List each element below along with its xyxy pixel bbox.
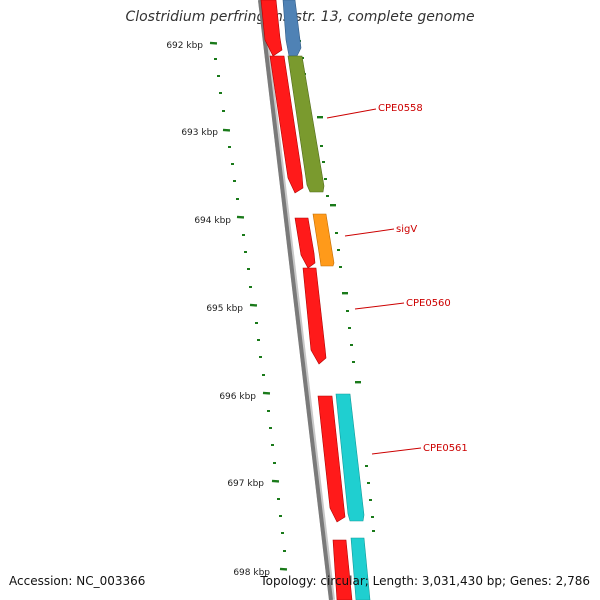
- ruler-label: 697 kbp: [227, 479, 264, 489]
- ruler-labels: 692 kbp 693 kbp 694 kbp 695 kbp 696 kbp …: [166, 41, 270, 578]
- ruler-major-tick: [262, 391, 271, 395]
- gene-track: [282, 0, 371, 600]
- ruler-label: 695 kbp: [206, 304, 243, 314]
- ruler-major-tick: [209, 41, 218, 45]
- cds-feature[interactable]: [332, 539, 353, 600]
- gene-label-leaders: [326, 108, 422, 455]
- map-title: Clostridium perfringens str. 13, complet…: [125, 9, 475, 25]
- ruler-label: 698 kbp: [233, 568, 270, 578]
- leader-line: [371, 447, 422, 455]
- gene-labels: CPE0558 sigV CPE0560 CPE0561: [378, 103, 468, 454]
- cds-feature[interactable]: [260, 0, 283, 57]
- ruler-label: 692 kbp: [166, 41, 203, 51]
- ruler-major-tick: [271, 479, 280, 483]
- backbone: [258, 0, 335, 600]
- cds-feature[interactable]: [294, 217, 316, 269]
- cds-track: [260, 0, 353, 600]
- cds-feature[interactable]: [317, 395, 346, 523]
- gene-feature[interactable]: [287, 55, 325, 193]
- gene-label[interactable]: CPE0558: [378, 103, 423, 114]
- cds-feature[interactable]: [269, 55, 304, 194]
- cds-feature[interactable]: [302, 267, 327, 365]
- accession-text: Accession: NC_003366: [9, 574, 146, 588]
- ruler-label: 694 kbp: [194, 216, 231, 226]
- genome-summary-text: Topology: circular; Length: 3,031,430 bp…: [260, 574, 590, 588]
- gene-feature[interactable]: [282, 0, 302, 57]
- ruler-major-tick: [236, 215, 245, 219]
- ruler-major-tick: [279, 567, 288, 571]
- gene-label[interactable]: CPE0561: [423, 443, 468, 454]
- leader-line: [344, 228, 395, 237]
- gene-label[interactable]: sigV: [396, 224, 417, 235]
- leader-line: [326, 108, 377, 119]
- ruler-label: 693 kbp: [181, 128, 218, 138]
- ruler-label: 696 kbp: [219, 392, 256, 402]
- gene-label[interactable]: CPE0560: [406, 298, 451, 309]
- ruler-major-tick: [222, 128, 231, 132]
- gene-feature[interactable]: [350, 537, 371, 600]
- leader-line: [354, 302, 405, 310]
- ruler-major-tick: [249, 303, 258, 307]
- gene-feature[interactable]: [335, 393, 365, 522]
- ruler-minor-ticks: [214, 58, 286, 552]
- gene-feature[interactable]: [312, 213, 335, 267]
